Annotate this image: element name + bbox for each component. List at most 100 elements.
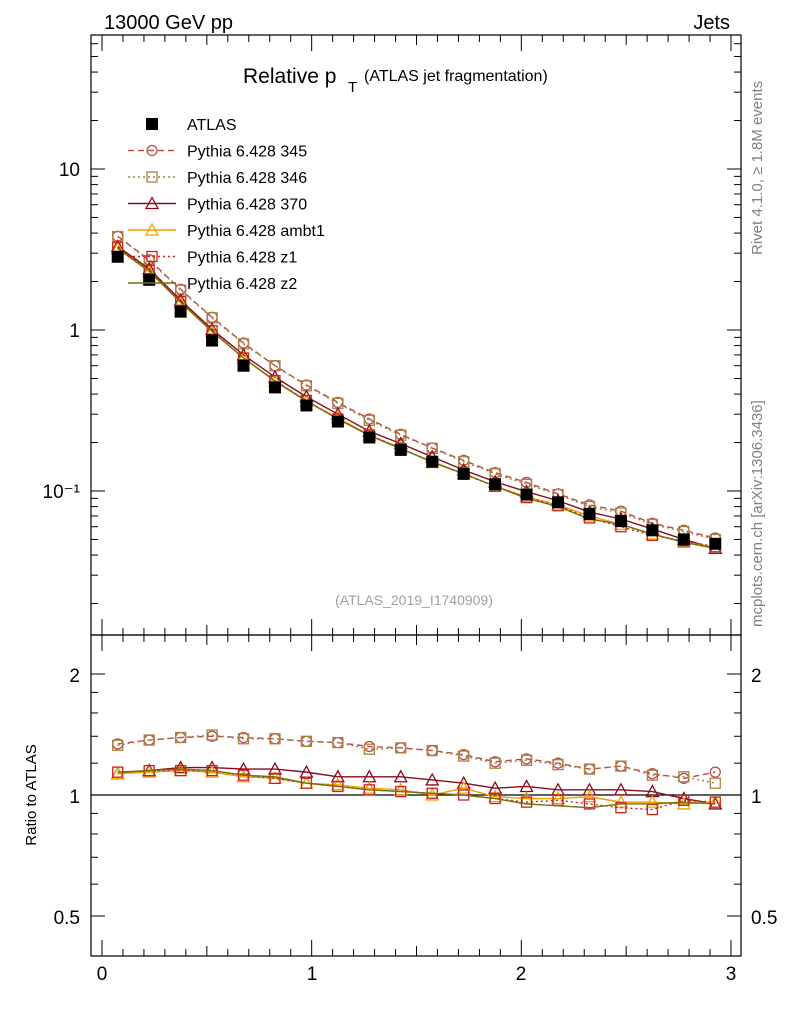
title-note: (ATLAS jet fragmentation) (364, 68, 548, 85)
ratio-point-p370-9 (393, 769, 408, 783)
ratio-point-p346-12 (489, 757, 501, 769)
legend-label-p345: Pythia 6.428 345 (187, 144, 307, 161)
legend-marker-data (146, 118, 158, 130)
ratio-point-ambt1-15 (582, 789, 597, 803)
analysis-watermark: (ATLAS_2019_I1740909) (335, 592, 493, 608)
x-tick-label-1: 1 (307, 964, 318, 985)
ratio-point-p370-2 (173, 760, 188, 774)
ratio-point-p346-18 (678, 771, 690, 783)
legend-item-p345: Pythia 6.428 345 (128, 144, 307, 161)
legend-label-data: ATLAS (187, 117, 237, 134)
series-z2 (117, 247, 716, 550)
ratio-point-z1-2 (174, 764, 187, 777)
ratio-point-p370-5 (267, 761, 283, 775)
legend-marker-p346 (146, 171, 158, 183)
point-data-7 (331, 415, 344, 428)
ratio-point-ambt1-1 (142, 764, 157, 778)
ratio-series-z2 (117, 768, 716, 809)
ratio-point-p345-19 (709, 766, 721, 778)
legend-label-z1: Pythia 6.428 z1 (187, 250, 297, 267)
point-data-1 (143, 273, 156, 286)
ratio-point-ambt1-14 (550, 791, 566, 805)
legend-marker-p370 (144, 196, 160, 210)
point-data-8 (363, 431, 376, 444)
ratio-point-p346-10 (426, 744, 438, 757)
legend-item-p370: Pythia 6.428 370 (128, 196, 307, 214)
ratio-point-p346-16 (615, 760, 627, 772)
x-tick-label-2: 2 (516, 964, 527, 985)
ratio-series-p345 (112, 730, 721, 785)
ratio-y-tick-label-2: 2 (69, 666, 80, 687)
ratio-y-tick-label-right-2: 2 (751, 666, 762, 687)
point-data-6 (300, 399, 313, 412)
point-data-10 (426, 455, 439, 468)
ratio-point-p370-10 (425, 772, 440, 786)
point-data-15 (583, 507, 596, 520)
ratio-point-p346-11 (458, 750, 470, 762)
ratio-point-ambt1-0 (110, 766, 125, 780)
plot-title: Relative p T (ATLAS jet fragmentation) (243, 65, 548, 96)
ratio-point-p346-3 (206, 729, 218, 741)
ratio-point-p346-6 (300, 735, 313, 747)
ratio-point-z1-18 (678, 794, 690, 806)
legend-label-z2: Pythia 6.428 z2 (187, 276, 297, 293)
legend-item-z2: Pythia 6.428 z2 (128, 276, 297, 293)
legend-item-p346: Pythia 6.428 346 (128, 170, 307, 187)
point-data-16 (614, 515, 627, 528)
ratio-point-p346-9 (395, 742, 407, 754)
main-y-tick-label-0.1: 10⁻¹ (43, 482, 81, 503)
ratio-point-ambt1-10 (425, 787, 440, 801)
ratio-y-tick-label-1: 1 (69, 787, 80, 808)
point-data-3 (206, 334, 219, 347)
ratio-point-ambt1-12 (488, 789, 503, 803)
title-subscript: T (348, 79, 357, 96)
mcplots-label: mcplots.cern.ch [arXiv:1306.3436] (749, 400, 766, 627)
legend-marker-p345 (146, 144, 158, 157)
legend-label-ambt1: Pythia 6.428 ambt1 (187, 223, 325, 240)
legend-marker-z1 (146, 250, 158, 263)
point-data-5 (268, 381, 281, 394)
point-data-17 (646, 524, 659, 537)
series-data (111, 250, 722, 550)
header-energy: 13000 GeV pp (104, 12, 233, 34)
rivet-label: Rivet 4.1.0, ≥ 1.8M events (749, 81, 766, 255)
legend: ATLAS Pythia 6.428 345 Pythia 6.428 346 Pyt… (128, 117, 325, 293)
ratio-point-ambt1-7 (330, 777, 345, 791)
ratio-point-p346-13 (520, 754, 533, 766)
ratio-point-ambt1-18 (676, 796, 691, 810)
ratio-point-ambt1-17 (645, 794, 660, 808)
ratio-point-p370-4 (236, 761, 251, 775)
legend-item-data: ATLAS (146, 117, 237, 134)
point-p346-9 (395, 429, 407, 441)
ratio-point-ambt1-8 (362, 780, 377, 794)
legend-item-z1: Pythia 6.428 z1 (128, 250, 297, 267)
legend-marker-ambt1 (144, 222, 160, 236)
main-y-tick-label-1: 1 (69, 321, 80, 342)
point-data-18 (677, 533, 690, 546)
point-data-4 (237, 359, 250, 372)
point-data-12 (489, 478, 502, 491)
ratio-point-p346-0 (112, 739, 124, 751)
point-data-13 (520, 488, 533, 501)
point-p346-10 (426, 442, 438, 455)
title-main: Relative p (243, 65, 336, 88)
ratio-y-tick-label-right-0.5: 0.5 (751, 908, 777, 929)
ratio-line-z2 (117, 768, 716, 809)
ratio-point-ambt1-11 (456, 780, 471, 794)
ratio-point-p346-7 (332, 736, 344, 749)
ratio-y-label: Ratio to ATLAS (23, 744, 40, 845)
main-series-group (110, 230, 723, 555)
ratio-y-tick-label-right-1: 1 (751, 787, 762, 808)
ratio-point-p346-14 (552, 758, 564, 771)
ratio-point-z1-16 (615, 802, 627, 814)
point-data-11 (457, 467, 470, 480)
point-data-14 (552, 496, 565, 509)
series-line-ambt1 (117, 248, 716, 548)
ratio-point-p346-2 (174, 731, 187, 744)
point-data-9 (394, 443, 407, 456)
ratio-point-p370-15 (582, 782, 597, 796)
series-line-z2 (117, 247, 716, 550)
ratio-point-z1-19 (709, 796, 721, 808)
ratio-point-p346-19 (709, 777, 721, 789)
